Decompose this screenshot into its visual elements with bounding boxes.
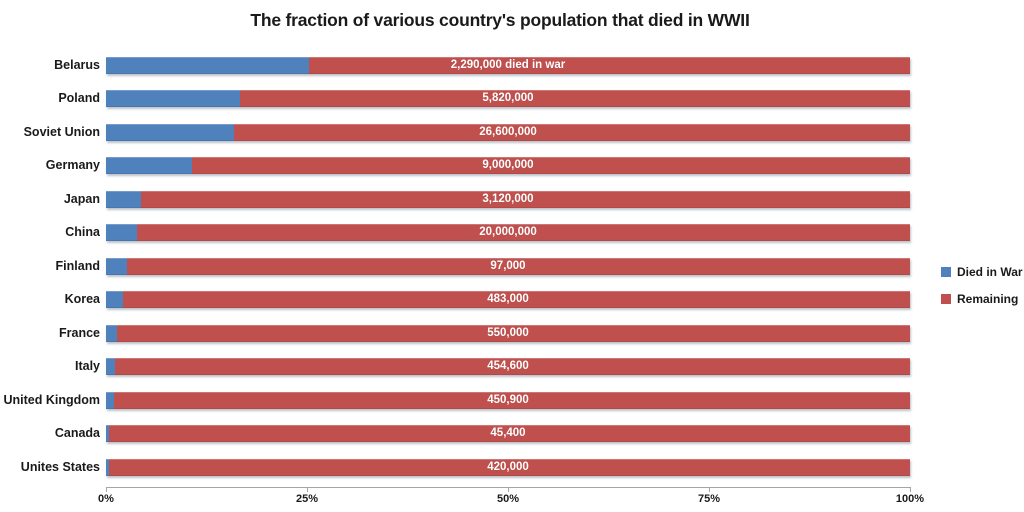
remaining-segment: [109, 425, 910, 442]
stacked-bar: 9,000,000: [106, 157, 910, 174]
bar-row: Poland 5,820,000: [0, 90, 1024, 107]
category-label: Finland: [55, 259, 100, 273]
remaining-segment: [309, 57, 910, 74]
died-in-war-segment: [106, 325, 118, 342]
bar-row: Unites States 420,000: [0, 459, 1024, 476]
bar-row: Soviet Union 26,600,000: [0, 124, 1024, 141]
bar-row: China 20,000,000: [0, 224, 1024, 241]
x-axis-tick: [508, 487, 509, 492]
bar-row: Finland 97,000: [0, 258, 1024, 275]
legend-entry-remaining: Remaining: [941, 292, 1024, 306]
bar-row: Korea 483,000: [0, 291, 1024, 308]
x-axis-tick: [307, 487, 308, 492]
bar-row: Italy 454,600: [0, 358, 1024, 375]
died-in-war-swatch-icon: [941, 267, 951, 277]
bar-value-label: 97,000: [490, 260, 526, 272]
remaining-segment: [108, 459, 910, 476]
died-in-war-segment: [106, 191, 142, 208]
bar-value-label: 5,820,000: [482, 92, 534, 104]
category-label: United Kingdom: [3, 393, 100, 407]
stacked-bar: 2,290,000 died in war: [106, 57, 910, 74]
x-axis-tick: [106, 487, 107, 492]
legend-label-died: Died in War: [957, 265, 1023, 279]
remaining-segment: [114, 392, 910, 409]
category-label: Unites States: [20, 460, 100, 474]
died-in-war-segment: [106, 425, 110, 442]
bar-value-label: 26,600,000: [479, 126, 537, 138]
bar-value-label: 20,000,000: [479, 226, 537, 238]
bar-value-label: 483,000: [487, 293, 529, 305]
bar-value-label: 3,120,000: [482, 193, 534, 205]
died-in-war-segment: [106, 358, 115, 375]
died-in-war-segment: [106, 57, 310, 74]
stacked-bar: 454,600: [106, 358, 910, 375]
bar-row: France 550,000: [0, 325, 1024, 342]
died-in-war-segment: [106, 224, 138, 241]
bar-row: Germany 9,000,000: [0, 157, 1024, 174]
category-label: China: [65, 225, 100, 239]
category-label: Korea: [64, 292, 100, 306]
category-label: France: [59, 326, 100, 340]
remaining-segment: [192, 157, 910, 174]
x-axis-tick: [910, 487, 911, 492]
died-in-war-segment: [106, 90, 241, 107]
stacked-bar: 45,400: [106, 425, 910, 442]
bar-row: Canada 45,400: [0, 425, 1024, 442]
bar-value-label: 450,900: [487, 394, 529, 406]
stacked-bar: 483,000: [106, 291, 910, 308]
died-in-war-segment: [106, 392, 115, 409]
bar-value-label: 9,000,000: [482, 159, 534, 171]
remaining-segment: [117, 325, 910, 342]
remaining-segment: [137, 224, 910, 241]
stacked-bar: 26,600,000: [106, 124, 910, 141]
remaining-segment: [141, 191, 910, 208]
remaining-segment: [126, 258, 910, 275]
died-in-war-segment: [106, 157, 193, 174]
stacked-bar: 450,900: [106, 392, 910, 409]
legend: Died in War Remaining: [941, 265, 1024, 319]
remaining-segment: [122, 291, 910, 308]
remaining-segment: [233, 124, 910, 141]
stacked-bar: 420,000: [106, 459, 910, 476]
remaining-segment: [114, 358, 910, 375]
bar-value-label: 45,400: [490, 427, 526, 439]
died-in-war-segment: [106, 459, 109, 476]
x-axis-tick-label: 100%: [895, 493, 925, 505]
category-label: Poland: [58, 91, 100, 105]
remaining-swatch-icon: [941, 294, 951, 304]
bar-row: Japan 3,120,000: [0, 191, 1024, 208]
bar-row: United Kingdom 450,900: [0, 392, 1024, 409]
legend-label-remaining: Remaining: [957, 292, 1019, 306]
x-axis-tick-label: 50%: [496, 493, 520, 505]
bar-value-label: 2,290,000 died in war: [450, 59, 566, 71]
died-in-war-segment: [106, 291, 123, 308]
bar-value-label: 550,000: [487, 327, 529, 339]
stacked-bar: 97,000: [106, 258, 910, 275]
x-axis-tick-label: 25%: [295, 493, 319, 505]
died-in-war-segment: [106, 258, 127, 275]
stacked-bar: 550,000: [106, 325, 910, 342]
legend-entry-died: Died in War: [941, 265, 1024, 279]
stacked-bar: 3,120,000: [106, 191, 910, 208]
category-label: Japan: [63, 192, 100, 206]
x-axis-tick-label: 75%: [697, 493, 721, 505]
category-label: Soviet Union: [23, 125, 100, 139]
category-label: Germany: [45, 158, 100, 172]
x-axis-tick-label: 0%: [98, 493, 114, 505]
chart-title: The fraction of various country's popula…: [250, 10, 750, 30]
bar-row: Belarus 2,290,000 died in war: [0, 57, 1024, 74]
category-label: Italy: [74, 359, 100, 373]
x-axis-tick: [709, 487, 710, 492]
category-label: Belarus: [54, 58, 100, 72]
bar-value-label: 420,000: [487, 461, 529, 473]
stacked-bar: 5,820,000: [106, 90, 910, 107]
remaining-segment: [240, 90, 910, 107]
category-label: Canada: [54, 426, 100, 440]
stacked-bar: 20,000,000: [106, 224, 910, 241]
died-in-war-segment: [106, 124, 234, 141]
bar-value-label: 454,600: [487, 360, 529, 372]
